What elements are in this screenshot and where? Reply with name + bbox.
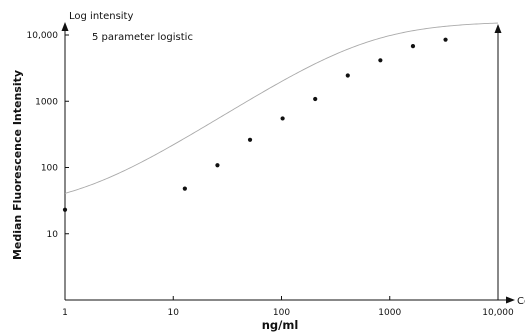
- data-point: [215, 163, 220, 168]
- data-points: [62, 37, 448, 212]
- x-axis-label: ng/ml: [262, 318, 299, 332]
- right-vertical-arrow: [494, 24, 502, 33]
- x-tick-label: 10,000: [482, 308, 514, 318]
- data-point: [62, 207, 68, 212]
- x-axis-arrow: [506, 296, 515, 304]
- x-tick-label: 1: [62, 308, 68, 318]
- y-ticks: 10 100 1000 10,000: [27, 31, 69, 240]
- x-tick-label: 1000: [378, 308, 401, 318]
- annotation: 5 parameter logistic: [92, 32, 193, 43]
- y-tick-label: 10: [47, 230, 59, 240]
- x-tick-label: 100: [273, 308, 290, 318]
- data-point: [313, 96, 318, 102]
- data-point: [182, 186, 187, 191]
- x-ticks: 1 10 100 1000 10,000: [62, 296, 514, 318]
- y-axis-corner-label: Log intensity: [69, 11, 133, 22]
- data-point: [247, 137, 253, 142]
- x-tick-label: 10: [168, 308, 180, 318]
- fit-curve: [64, 22, 499, 194]
- data-point: [345, 73, 350, 78]
- data-point: [410, 43, 416, 49]
- y-axis-label: Median Fluorescence Intensity: [11, 70, 24, 260]
- y-tick-label: 10,000: [27, 31, 59, 41]
- y-tick-label: 100: [41, 164, 58, 174]
- data-point: [378, 58, 383, 63]
- y-axis-arrow: [61, 22, 69, 31]
- data-point: [280, 116, 285, 121]
- y-tick-label: 1000: [35, 97, 58, 107]
- data-point: [443, 37, 448, 42]
- x-axis-corner-label: Concentration: [517, 296, 525, 307]
